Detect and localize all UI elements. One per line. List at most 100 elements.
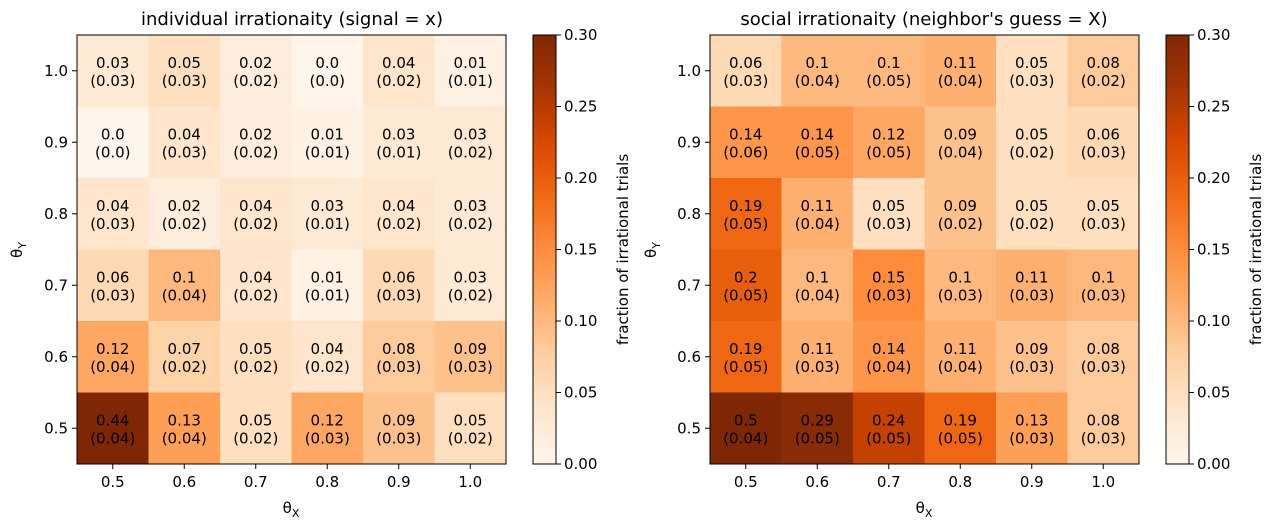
x-axis-label-subscript: X [292, 507, 300, 520]
x-axis-label-subscript: X [925, 507, 933, 520]
heatmap-cell [1067, 35, 1140, 107]
cell-error-label: (0.04) [162, 429, 207, 447]
y-tick-label: 0.9 [44, 133, 68, 151]
x-axis-ticks: 0.5 0.6 0.7 0.8 0.9 1.0 [734, 464, 1115, 491]
heatmap-cell [1067, 106, 1140, 179]
colorbar-tick-label: 0.10 [1197, 312, 1230, 330]
heatmap-cell [710, 249, 782, 322]
cell-error-label: (0.04) [162, 286, 207, 304]
colorbar-label: fraction of irrational trials [614, 154, 632, 345]
cell-value-label: 0.05 [1087, 197, 1120, 215]
cell-error-label: (0.03) [938, 286, 983, 304]
heatmap-cell [363, 106, 435, 179]
heatmap-cell [363, 249, 435, 322]
y-tick-label: 1.0 [44, 62, 68, 80]
cell-value-label: 0.04 [168, 125, 201, 143]
heatmap-cell [924, 321, 997, 393]
heatmap-cell [148, 35, 221, 107]
y-tick-label: 0.8 [677, 205, 701, 223]
cell-value-label: 0.01 [311, 125, 344, 143]
cell-value-label: 0.1 [172, 268, 196, 286]
heatmap-cell [363, 392, 435, 465]
x-axis-ticks: 0.5 0.6 0.7 0.8 0.9 1.0 [101, 464, 482, 491]
colorbar-label: fraction of irrational trials [1247, 154, 1265, 345]
cell-error-label: (0.03) [1081, 215, 1126, 233]
cell-value-label: 0.1 [805, 54, 829, 72]
x-tick-label: 0.7 [877, 473, 901, 491]
cell-error-label: (0.03) [162, 143, 207, 161]
cell-value-label: 0.19 [729, 340, 762, 358]
heatmap-cells: 0.06(0.03)0.1(0.04)0.1(0.05)0.11(0.04)0.… [709, 34, 1140, 465]
cell-value-label: 0.04 [239, 197, 272, 215]
heatmap-cell [77, 321, 149, 393]
heatmap-cell [996, 35, 1068, 107]
cell-error-label: (0.02) [162, 215, 207, 233]
heatmap-panel-individual: individual irrationaity (signal = x) 0.0… [8, 9, 632, 520]
cell-error-label: (0.02) [448, 429, 493, 447]
x-tick-label: 0.6 [172, 473, 196, 491]
heatmap-cell [996, 321, 1068, 393]
cell-error-label: (0.02) [233, 358, 278, 376]
heatmap-cell [1067, 392, 1140, 465]
y-axis-label: θY [642, 242, 663, 258]
cell-value-label: 0.1 [1091, 268, 1115, 286]
heatmap-cell [291, 106, 364, 179]
cell-error-label: (0.03) [1009, 429, 1054, 447]
heatmap-cell [781, 321, 854, 393]
heatmap-cell [77, 35, 149, 107]
cell-error-label: (0.03) [795, 358, 840, 376]
colorbar-tick-label: 0.00 [1197, 455, 1230, 473]
colorbar-tick-label: 0.10 [564, 312, 597, 330]
cell-error-label: (0.01) [305, 143, 350, 161]
cell-value-label: 0.02 [239, 125, 272, 143]
heatmap-cell [1067, 249, 1140, 322]
cell-value-label: 0.01 [311, 268, 344, 286]
colorbar-tick-label: 0.05 [564, 384, 597, 402]
heatmap-cell [924, 249, 997, 322]
heatmap-cell [853, 321, 925, 393]
cell-error-label: (0.03) [1081, 429, 1126, 447]
cell-value-label: 0.12 [311, 411, 344, 429]
heatmap-cell [853, 249, 925, 322]
y-tick-label: 1.0 [677, 62, 701, 80]
heatmap-cell [781, 178, 854, 250]
cell-value-label: 0.05 [1015, 54, 1048, 72]
heatmap-cell [853, 392, 925, 465]
heatmap-cell [710, 392, 782, 465]
cell-error-label: (0.02) [1009, 143, 1054, 161]
cell-error-label: (0.05) [866, 429, 911, 447]
heatmap-cell [148, 321, 221, 393]
heatmap-cell [148, 106, 221, 179]
heatmap-cell [996, 106, 1068, 179]
x-tick-label: 0.8 [315, 473, 339, 491]
heatmap-cell [710, 106, 782, 179]
plot-frame [76, 34, 507, 465]
y-axis-label: θY [8, 242, 29, 258]
heatmap-cell [363, 178, 435, 250]
heatmap-panel-social: social irrationaity (neighbor's guess = … [642, 9, 1265, 520]
cell-error-label: (0.0) [95, 143, 131, 161]
y-tick-label: 0.6 [677, 348, 701, 366]
colorbar: 0.00 0.05 0.10 0.15 0.20 0.25 0.30 fraction of … [1165, 26, 1265, 473]
colorbar-tick-label: 0.15 [564, 241, 597, 259]
cell-value-label: 0.03 [382, 125, 415, 143]
heatmap-cell [853, 35, 925, 107]
y-axis-label-subscript: Y [16, 242, 29, 250]
cell-value-label: 0.05 [454, 411, 487, 429]
cell-error-label: (0.02) [233, 72, 278, 90]
heatmap-cell [77, 178, 149, 250]
cell-value-label: 0.05 [239, 411, 272, 429]
cell-error-label: (0.05) [795, 429, 840, 447]
cell-value-label: 0.04 [96, 197, 129, 215]
cell-value-label: 0.02 [239, 54, 272, 72]
heatmap-cell [220, 321, 292, 393]
cell-value-label: 0.08 [382, 340, 415, 358]
cell-error-label: (0.03) [162, 72, 207, 90]
heatmap-cell [148, 178, 221, 250]
colorbar-tick-label: 0.20 [564, 169, 597, 187]
x-tick-label: 0.9 [1020, 473, 1044, 491]
cell-value-label: 0.1 [948, 268, 972, 286]
x-tick-label: 0.7 [244, 473, 268, 491]
cell-value-label: 0.14 [872, 340, 905, 358]
heatmap-cell [434, 178, 507, 250]
